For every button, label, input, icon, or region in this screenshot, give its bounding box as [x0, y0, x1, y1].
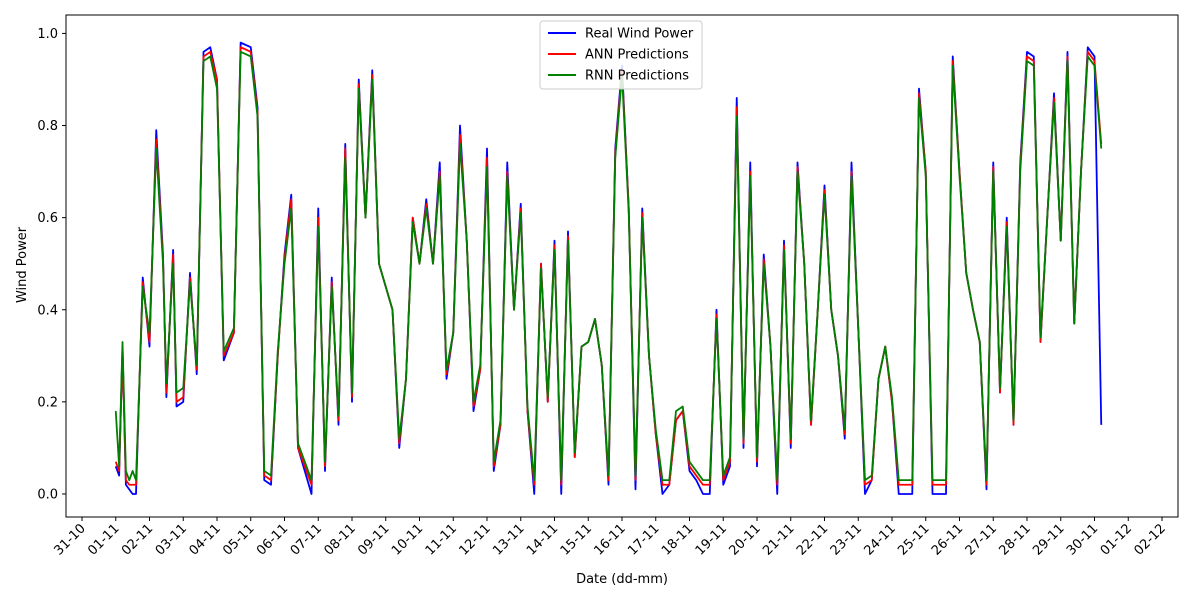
legend-entry: ANN Predictions [585, 48, 689, 63]
x-tick-label: 18-11 [659, 521, 696, 558]
series-layer [114, 41, 1103, 495]
x-tick-label: 27-11 [963, 521, 1000, 558]
y-axis-label: Wind Power [15, 226, 30, 303]
x-tick-label: 09-11 [355, 521, 392, 558]
x-tick-label: 08-11 [322, 521, 359, 558]
x-tick-label: 31-10 [52, 521, 89, 558]
x-tick-label: 06-11 [254, 521, 291, 558]
x-tick-label: 28-11 [997, 521, 1034, 558]
y-tick-label: 0.0 [37, 487, 58, 502]
legend-box [539, 20, 703, 90]
legend-entry: Real Wind Power [585, 27, 694, 42]
legend: Real Wind Power ANN Predictions RNN Predic… [539, 20, 703, 90]
x-tick-label: 25-11 [895, 521, 932, 558]
x-tick-label: 29-11 [1030, 521, 1067, 558]
x-tick-label: 01-11 [85, 521, 122, 558]
x-tick-label: 15-11 [558, 521, 595, 558]
x-tick-label: 02-11 [119, 521, 156, 558]
x-tick-label: 10-11 [389, 521, 426, 558]
x-tick-label: 17-11 [625, 521, 662, 558]
x-tick-label: 03-11 [153, 521, 190, 558]
x-tick-label: 23-11 [828, 521, 865, 558]
x-tick-label: 24-11 [862, 521, 899, 558]
x-tick-label: 19-11 [693, 521, 730, 558]
x-tick-label: 26-11 [929, 521, 966, 558]
x-tick-label: 07-11 [288, 521, 325, 558]
x-axis-label: Date (dd-mm) [576, 572, 668, 587]
y-tick-label: 0.4 [37, 303, 58, 318]
x-tick-label: 01-12 [1098, 521, 1135, 558]
x-tick-label: 11-11 [423, 521, 460, 558]
x-tick-label: 16-11 [592, 521, 629, 558]
series-line-3 [114, 50, 1103, 482]
y-tick-label: 0.6 [37, 211, 58, 226]
x-tick-label: 12-11 [457, 521, 494, 558]
x-tick-label: 13-11 [490, 521, 527, 558]
x-tick-label: 14-11 [524, 521, 561, 558]
x-tick-label: 30-11 [1064, 521, 1101, 558]
y-tick-label: 0.8 [37, 119, 58, 134]
x-tick-label: 02-12 [1132, 521, 1169, 558]
legend-entry: RNN Predictions [585, 69, 689, 84]
x-tick-label: 04-11 [187, 521, 224, 558]
y-tick-label: 0.2 [37, 395, 58, 410]
x-tick-label: 05-11 [220, 521, 257, 558]
x-tick-label: 22-11 [794, 521, 831, 558]
ticks-layer: 31-1001-1102-1103-1104-1105-1106-1107-11… [37, 27, 1169, 559]
x-tick-label: 20-11 [727, 521, 764, 558]
y-tick-label: 1.0 [37, 27, 58, 42]
x-tick-label: 21-11 [760, 521, 797, 558]
